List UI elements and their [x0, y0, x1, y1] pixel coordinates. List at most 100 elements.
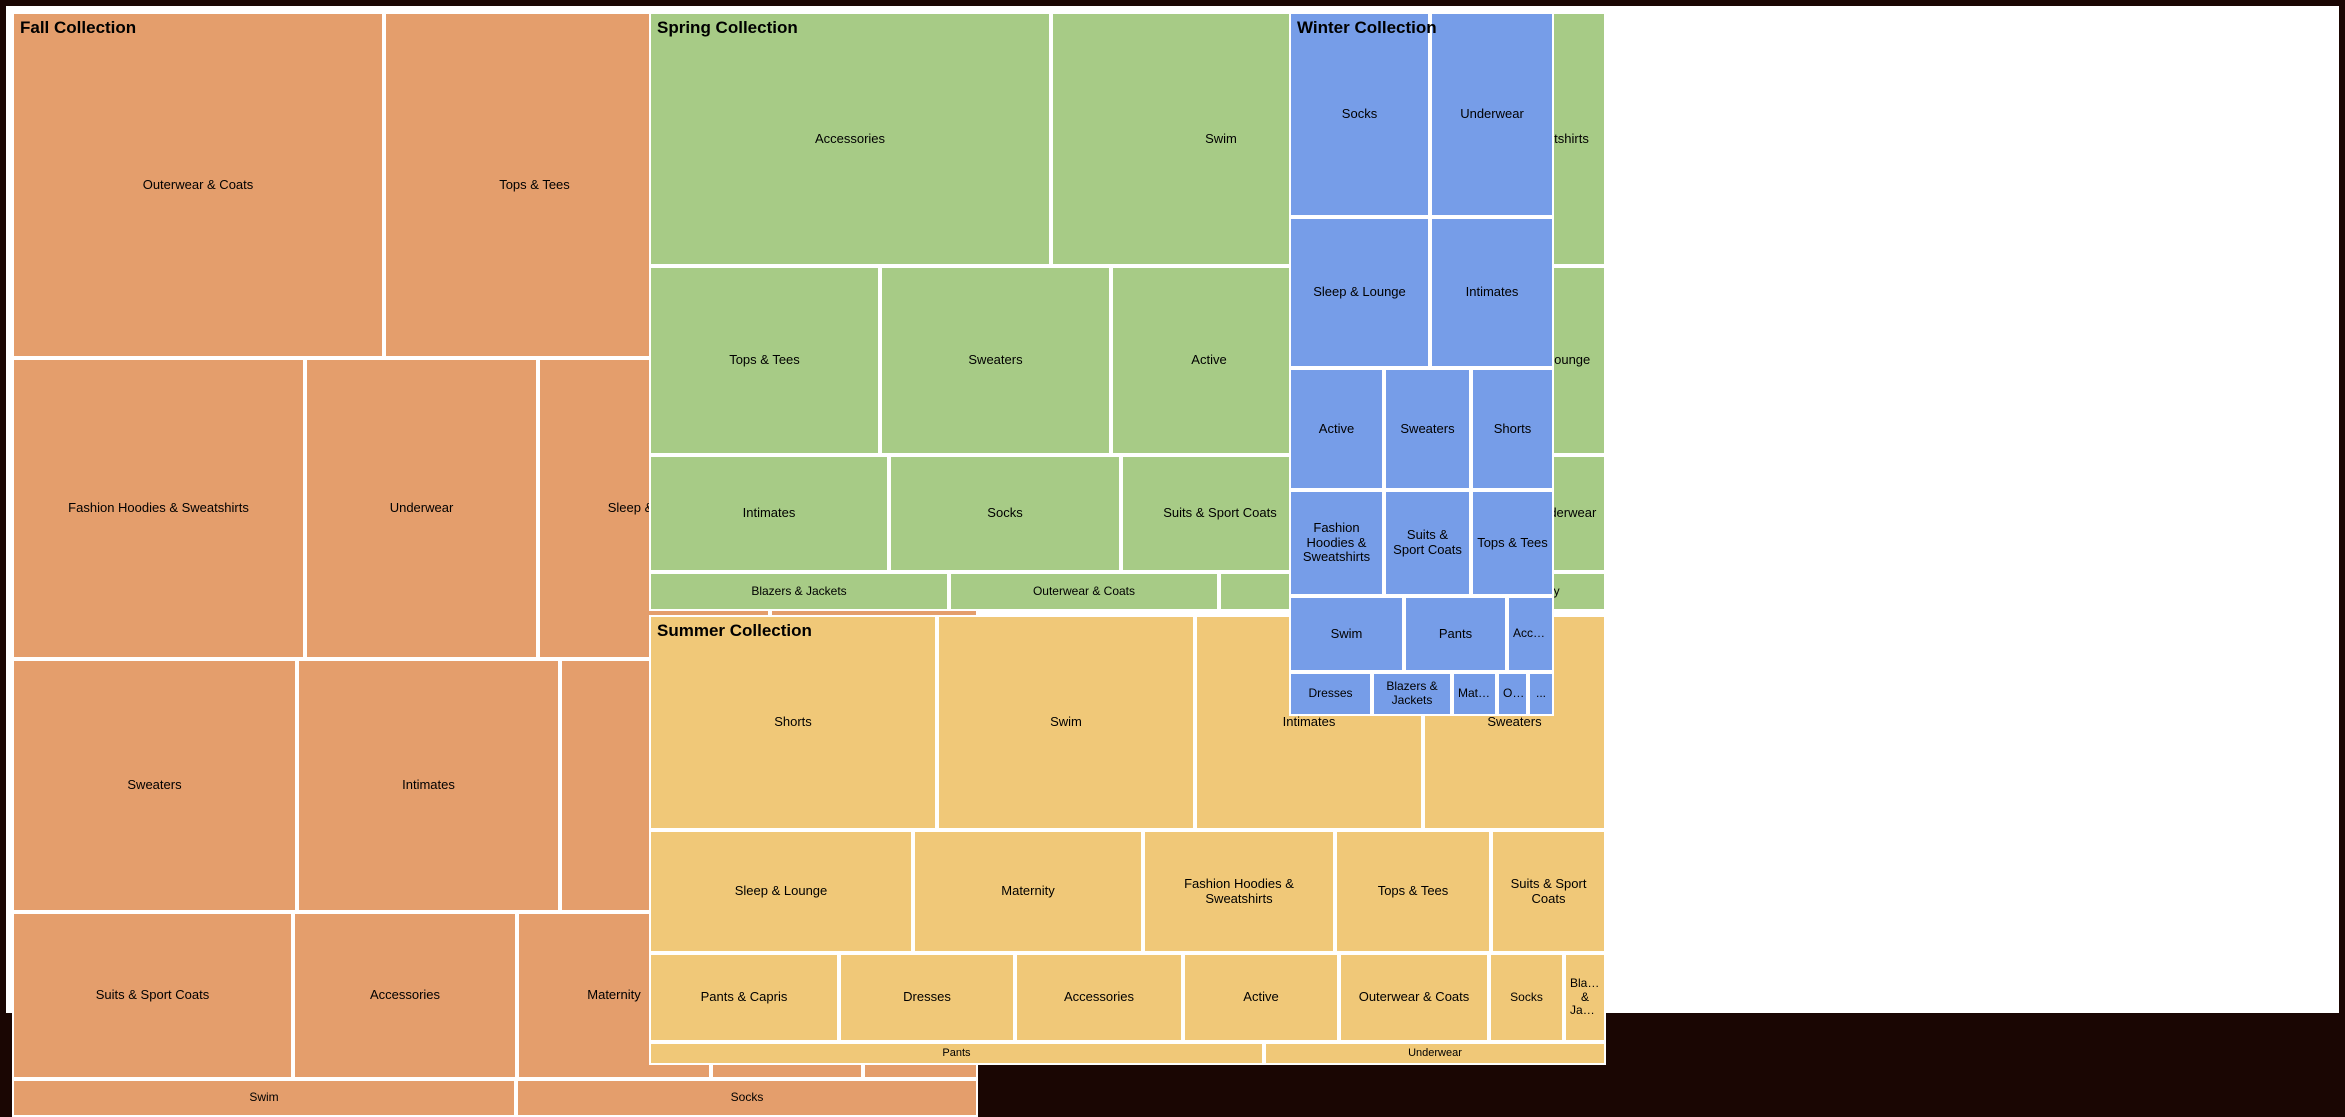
treemap-tile[interactable]: Sleep & Lounge — [1289, 217, 1430, 368]
treemap-tile[interactable]: Suits & Sport Coats — [1384, 490, 1471, 596]
treemap-tile[interactable]: Active — [1111, 266, 1307, 455]
treemap-tile-label: Outer... — [1503, 687, 1526, 701]
treemap-tile-label: Sleep & Lounge — [734, 884, 828, 899]
treemap-tile-label: Accessories — [1063, 990, 1135, 1005]
treemap-tile[interactable]: Swim — [1289, 596, 1404, 672]
treemap-tile[interactable]: Suits & Sport Coats — [1121, 455, 1319, 572]
treemap-tile[interactable]: Sleep & Lounge — [649, 830, 913, 953]
treemap-tile[interactable]: Pants — [649, 1042, 1264, 1065]
treemap-tile-label: Active — [1243, 990, 1279, 1005]
treemap-tile[interactable]: Pants — [1404, 596, 1507, 672]
treemap-tile-label: Dresses — [1308, 687, 1353, 701]
treemap-tile-label: Intimates — [402, 778, 455, 793]
treemap-tile-label: Dresses — [903, 990, 951, 1005]
treemap-tile[interactable]: Accessories — [1015, 953, 1183, 1042]
treemap-tile[interactable]: Shorts — [1471, 368, 1554, 490]
treemap-tile[interactable]: Outerwear & Coats — [1339, 953, 1489, 1042]
treemap-tile-label: Maternity — [1458, 687, 1495, 701]
treemap-tile-label: Underwear — [389, 501, 454, 516]
treemap-tile[interactable]: Intimates — [1430, 217, 1554, 368]
treemap-tile[interactable]: Sweaters — [12, 659, 297, 912]
treemap-tile[interactable]: Tops & Tees — [649, 266, 880, 455]
treemap-tile[interactable]: Intimates — [297, 659, 560, 912]
treemap-tile[interactable]: Blazers & Jackets — [1372, 672, 1452, 716]
treemap-tile-label: Sweaters — [1400, 421, 1455, 436]
treemap-tile-label: Intimates — [742, 506, 796, 521]
treemap-tile-label: Socks — [987, 506, 1023, 521]
treemap-tile-label: Intimates — [1465, 285, 1519, 300]
treemap-tile-label: Blazers & Jackets — [1386, 680, 1438, 707]
treemap-tile[interactable]: Fashion Hoodies & Sweatshirts — [12, 358, 305, 659]
treemap-tile-label: Swim — [1330, 626, 1363, 641]
treemap-tile[interactable]: Fashion Hoodies & Sweatshirts — [1289, 490, 1384, 596]
treemap-tile-label: Maternity — [1001, 884, 1055, 899]
treemap-tile[interactable]: Pants & Capris — [649, 953, 839, 1042]
treemap-tile-label: Suits & Sport Coats — [95, 988, 210, 1003]
treemap-tile[interactable]: Maternity — [1452, 672, 1497, 716]
treemap-tile[interactable]: Sweaters — [1384, 368, 1471, 490]
treemap-tile[interactable]: Intimates — [649, 455, 889, 572]
treemap-tile-label: Socks — [1510, 990, 1543, 1004]
treemap-tile[interactable]: Underwear — [1264, 1042, 1606, 1065]
treemap-tile[interactable]: Accessori... — [1507, 596, 1554, 672]
treemap-tile[interactable]: Tops & Tees — [1335, 830, 1491, 953]
treemap-tile-label: Sweaters — [1487, 715, 1542, 730]
treemap-tile-label: Sweaters — [968, 353, 1023, 368]
treemap-tile-label: Suits & Sport Coats — [1393, 528, 1462, 557]
treemap-tile-label: Underwear — [1408, 1047, 1462, 1060]
treemap-tile-label: Tops & Tees — [499, 177, 570, 192]
treemap-tile-label: Accessories — [814, 131, 886, 146]
treemap-tile[interactable]: Dresses — [1289, 672, 1372, 716]
treemap-tile[interactable]: Tops & Tees — [384, 12, 685, 358]
treemap-tile-label: Tops & Tees — [729, 353, 800, 368]
treemap-tile-label: Blazers & Jackets — [1570, 976, 1604, 1018]
treemap-tile-label: Shorts — [1493, 421, 1532, 436]
treemap-tile[interactable]: Shorts — [649, 615, 937, 830]
treemap-tile-label: Pants — [1438, 626, 1473, 641]
treemap-tile-label: Outerwear & Coats — [1032, 584, 1136, 598]
treemap-canvas: Outerwear & Coats Tops & Tees Pants Fashion… — [6, 6, 2339, 1117]
treemap-tile-label: Swim — [1205, 131, 1237, 146]
treemap-tile[interactable]: Accessories — [293, 912, 517, 1079]
treemap-tile-label: Sweaters — [127, 778, 182, 793]
treemap-tile-label: Swim — [249, 1091, 279, 1105]
treemap-tile-label: Swim — [1050, 715, 1082, 730]
treemap-tile[interactable]: Blazers & Jackets — [649, 572, 949, 611]
treemap-tile[interactable]: Socks — [1489, 953, 1564, 1042]
treemap-tile-label: Accessori... — [1513, 627, 1552, 641]
treemap-tile[interactable]: Blazers & Jackets — [1564, 953, 1606, 1042]
treemap-tile-label: Active — [1318, 421, 1355, 436]
treemap-group-spring[interactable]: Accessories Swim Fashion Hoodies & Sweatsh… — [649, 12, 1606, 611]
treemap-tile[interactable]: Suits & Sport Coats — [1491, 830, 1606, 953]
treemap-tile[interactable]: Socks — [889, 455, 1121, 572]
treemap-tile[interactable]: Outer... — [1497, 672, 1528, 716]
treemap-tile[interactable]: Outerwear & Coats — [12, 12, 384, 358]
treemap-tile[interactable]: Socks — [516, 1079, 978, 1117]
treemap-tile[interactable]: Outerwear & Coats — [949, 572, 1219, 611]
treemap-tile[interactable]: Tops & Tees — [1471, 490, 1554, 596]
treemap-tile-label: Maternity — [587, 988, 641, 1003]
treemap-tile-label: Underwear — [1460, 107, 1524, 122]
treemap-tile[interactable]: Swim — [12, 1079, 516, 1117]
treemap-tile[interactable]: Fashion Hoodies & Sweatshirts — [1143, 830, 1335, 953]
treemap-tile-label: Fashion Hoodies & Sweatshirts — [68, 501, 249, 516]
treemap-group-winter[interactable]: Socks Underwear Sleep & Lounge Intimates Act… — [1289, 12, 1554, 716]
treemap-tile[interactable]: Active — [1289, 368, 1384, 490]
treemap-tile[interactable]: Accessories — [649, 12, 1051, 266]
treemap-tile[interactable]: Dresses — [839, 953, 1015, 1042]
treemap-tile-label: Fashion Hoodies & Sweatshirts — [1184, 876, 1294, 906]
treemap-tile[interactable]: ... — [1528, 672, 1554, 716]
treemap-tile[interactable]: Underwear — [305, 358, 538, 659]
treemap-tile-label: Outerwear & Coats — [1358, 990, 1470, 1005]
treemap-tile-label: Suits & Sport Coats — [1163, 506, 1277, 521]
treemap-tile[interactable]: Suits & Sport Coats — [12, 912, 293, 1079]
treemap-tile-label: Shorts — [774, 715, 812, 730]
treemap-tile[interactable]: Maternity — [913, 830, 1143, 953]
treemap-tile[interactable]: Swim — [937, 615, 1195, 830]
treemap-tile[interactable]: Socks — [1289, 12, 1430, 217]
treemap-tile[interactable]: Active — [1183, 953, 1339, 1042]
treemap-tile[interactable]: Underwear — [1430, 12, 1554, 217]
treemap-tile[interactable]: Sweaters — [880, 266, 1111, 455]
treemap-tile-label: Socks — [1341, 107, 1378, 122]
treemap-tile-label: Outerwear & Coats — [142, 177, 254, 192]
